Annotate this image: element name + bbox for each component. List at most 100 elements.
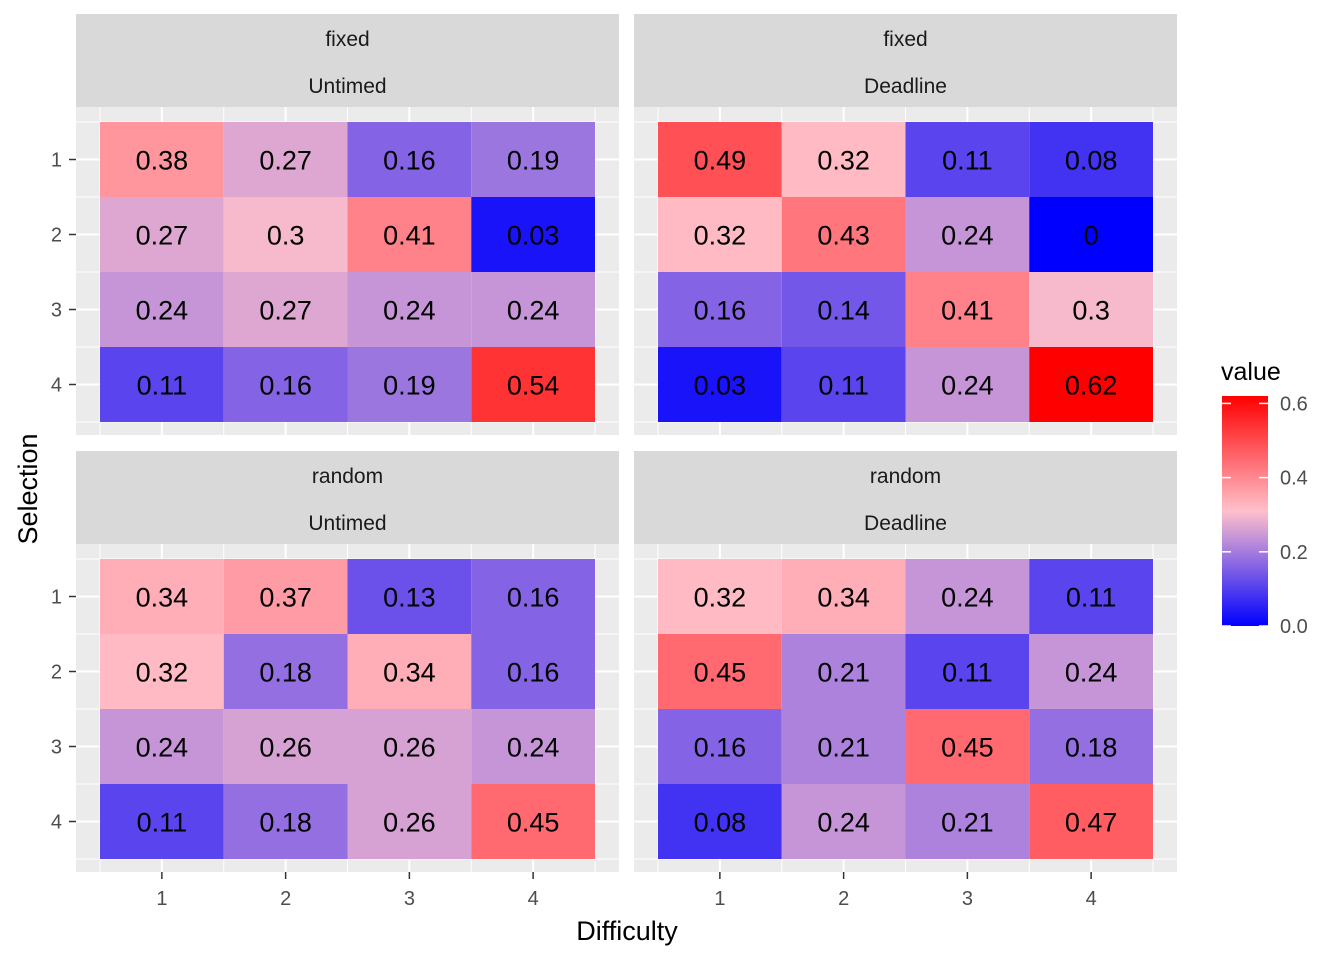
y-tick-label: 2: [51, 662, 62, 684]
heatmap-tile: [658, 347, 782, 422]
heatmap-tile: [905, 197, 1030, 272]
heatmap-tile: [223, 634, 348, 709]
heatmap-tile: [1029, 122, 1153, 197]
facet-panel: fixed Deadline 0.49 0.32 0.11 0.08 0.32 0.43 0.2…: [634, 14, 1177, 435]
tile-value-label: 0.54: [507, 371, 560, 401]
heatmap-tile: [781, 272, 906, 347]
heatmap-tile: [471, 709, 595, 784]
heatmap-tile: [223, 122, 348, 197]
tile-value-label: 0.16: [694, 733, 747, 763]
heatmap-tile: [1029, 709, 1153, 784]
legend-tick-label: 0.6: [1280, 393, 1308, 415]
heatmap-tile: [781, 634, 906, 709]
facet-strip-label: Deadline: [864, 512, 947, 535]
facet-panel: random Untimed 0.34 0.37 0.13 0.16 0.32 0.18 0.3…: [51, 451, 619, 910]
heatmap-tile: [100, 784, 224, 859]
heatmap-tile: [100, 559, 224, 634]
heatmap-tile: [347, 197, 472, 272]
tile-value-label: 0.27: [259, 146, 312, 176]
heatmap-tile: [347, 709, 472, 784]
heatmap-tile: [781, 559, 906, 634]
y-tick-label: 1: [51, 587, 62, 609]
tile-value-label: 0.32: [817, 146, 870, 176]
y-tick-label: 4: [51, 375, 62, 397]
tile-value-label: 0.34: [383, 658, 436, 688]
heatmap-tile: [1029, 634, 1153, 709]
y-axis-title: Selection: [13, 433, 43, 544]
heatmap-tile: [471, 784, 595, 859]
heatmap-tile: [347, 784, 472, 859]
facet-strip: [76, 451, 619, 544]
facet-strip-label: fixed: [883, 28, 927, 51]
tile-value-label: 0.16: [694, 296, 747, 326]
heatmap-tile: [471, 559, 595, 634]
facet-strip-label: Untimed: [308, 75, 386, 98]
tile-value-label: 0.3: [267, 221, 305, 251]
x-axis-title: Difficulty: [576, 916, 678, 946]
heatmap-tile: [471, 347, 595, 422]
tile-value-label: 0.45: [941, 733, 994, 763]
facet-panel: fixed Untimed 0.38 0.27 0.16 0.19 0.27 0.3 0.41 0…: [51, 14, 619, 435]
y-tick-label: 1: [51, 150, 62, 172]
heatmap-tile: [905, 634, 1030, 709]
tile-value-label: 0.26: [383, 808, 436, 838]
tile-value-label: 0.24: [817, 808, 870, 838]
tile-value-label: 0.49: [694, 146, 747, 176]
heatmap-tile: [347, 634, 472, 709]
heatmap-tile: [347, 559, 472, 634]
heatmap-tile: [223, 784, 348, 859]
legend-tick-label: 0.0: [1280, 616, 1308, 638]
heatmap-tile: [223, 272, 348, 347]
tile-value-label: 0.24: [136, 733, 189, 763]
facet-strip-label: Deadline: [864, 75, 947, 98]
heatmap-tile: [223, 347, 348, 422]
heatmap-tile: [658, 197, 782, 272]
legend-tick-label: 0.2: [1280, 542, 1308, 564]
x-tick-label: 2: [280, 888, 291, 910]
facet-strip-label: fixed: [325, 28, 369, 51]
heatmap-tile: [471, 122, 595, 197]
tile-value-label: 0.08: [1065, 146, 1118, 176]
heatmap-tile: [1029, 559, 1153, 634]
heatmap-tile: [781, 709, 906, 784]
tile-value-label: 0.16: [507, 658, 560, 688]
tile-value-label: 0.45: [694, 658, 747, 688]
tile-value-label: 0.47: [1065, 808, 1118, 838]
heatmap-tile: [658, 272, 782, 347]
tile-value-label: 0.21: [817, 733, 870, 763]
x-tick-label: 1: [156, 888, 167, 910]
y-tick-label: 3: [51, 737, 62, 759]
facet-strip-label: random: [870, 465, 941, 488]
heatmap-tile: [905, 347, 1030, 422]
heatmap-tile: [100, 272, 224, 347]
legend-tick-label: 0.4: [1280, 468, 1308, 490]
heatmap-tile: [100, 197, 224, 272]
facet-strip: [76, 14, 619, 107]
facet-panel: random Deadline 0.32 0.34 0.24 0.11 0.45 0.21 0.…: [634, 451, 1177, 910]
x-tick-label: 4: [528, 888, 539, 910]
tile-value-label: 0.16: [383, 146, 436, 176]
tile-value-label: 0.24: [136, 296, 189, 326]
x-tick-label: 2: [838, 888, 849, 910]
x-tick-label: 1: [714, 888, 725, 910]
tile-value-label: 0.18: [1065, 733, 1118, 763]
tile-value-label: 0.08: [694, 808, 747, 838]
tile-value-label: 0.03: [694, 371, 747, 401]
heatmap-tile: [658, 122, 782, 197]
tile-value-label: 0.62: [1065, 371, 1118, 401]
heatmap-tile: [658, 634, 782, 709]
tile-value-label: 0.16: [507, 583, 560, 613]
tile-value-label: 0.11: [1066, 583, 1117, 613]
heatmap-tile: [781, 122, 906, 197]
tile-value-label: 0.11: [818, 371, 869, 401]
y-tick-label: 2: [51, 225, 62, 247]
tile-value-label: 0.24: [507, 296, 560, 326]
heatmap-tile: [905, 272, 1030, 347]
tile-value-label: 0.32: [136, 658, 189, 688]
heatmap-tile: [781, 197, 906, 272]
tile-value-label: 0.21: [941, 808, 994, 838]
tile-value-label: 0.19: [507, 146, 560, 176]
tile-value-label: 0.24: [941, 583, 994, 613]
